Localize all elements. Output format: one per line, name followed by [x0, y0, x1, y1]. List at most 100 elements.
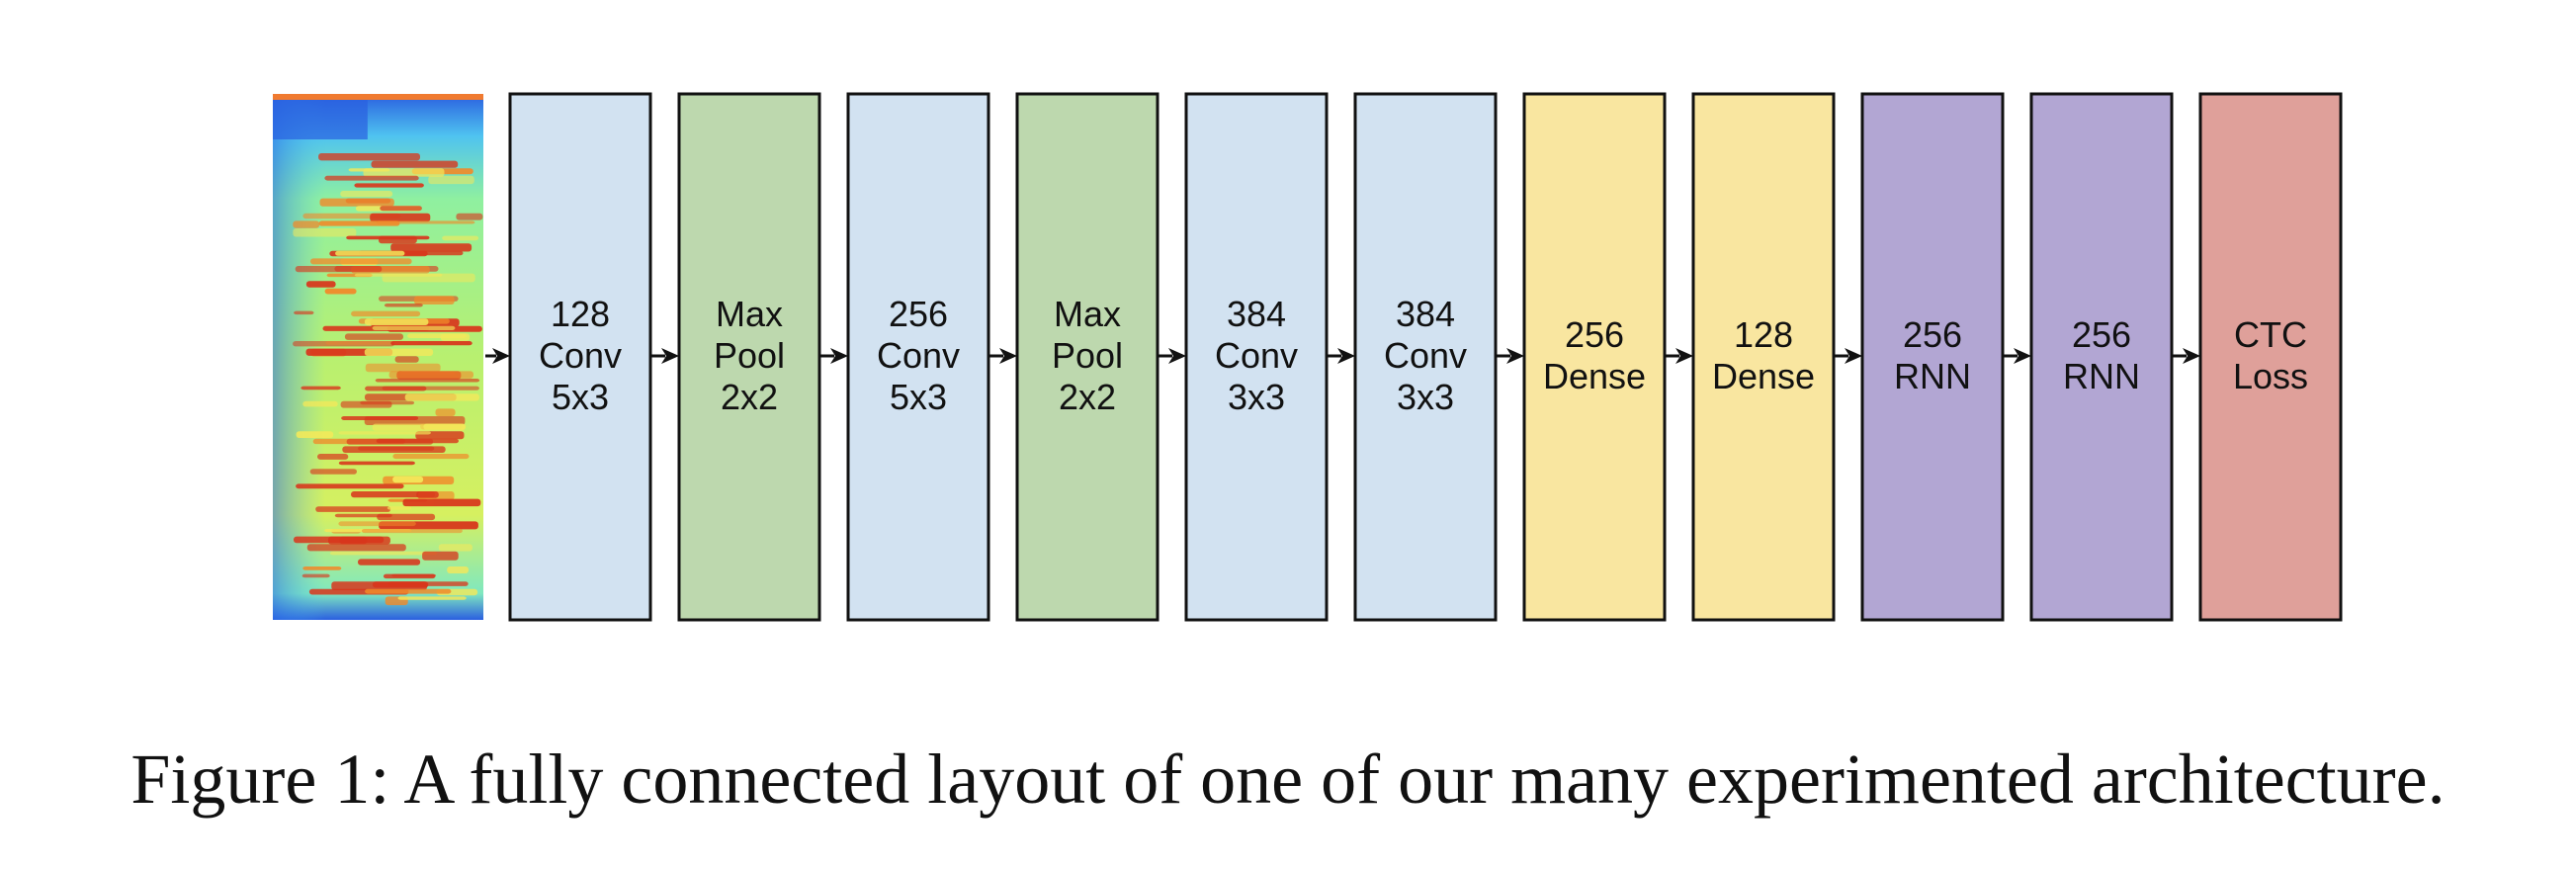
- arrows: [485, 348, 2200, 364]
- arrow: [650, 348, 679, 364]
- layer-block-label: Pool: [1052, 335, 1123, 376]
- spectrogram-streak: [310, 258, 412, 265]
- spectrogram-streak: [358, 446, 435, 451]
- spectrogram-streak: [364, 348, 434, 356]
- arrow: [485, 348, 510, 364]
- spectrogram-streak: [317, 454, 349, 460]
- spectrogram-streak: [372, 423, 466, 431]
- spectrogram-streak: [386, 506, 412, 510]
- layer-block-label: Max: [1054, 294, 1121, 334]
- spectrogram-streak: [338, 461, 415, 466]
- spectrogram-streak: [402, 498, 481, 507]
- spectrogram-streak: [364, 318, 429, 325]
- spectrogram-streak: [324, 175, 419, 181]
- layer-block-label: Conv: [877, 335, 960, 376]
- spectrogram-streak: [375, 379, 480, 383]
- layer-block-label: 5x3: [552, 377, 609, 417]
- layer-block-label: Conv: [539, 335, 622, 376]
- arrow: [988, 348, 1017, 364]
- spectrogram-streak: [390, 341, 472, 346]
- layer-block-label: 3x3: [1397, 377, 1454, 417]
- spectrogram-streak: [315, 506, 391, 512]
- layer-block-label: Conv: [1215, 335, 1298, 376]
- layer-block-label: 256: [889, 294, 948, 334]
- layer-block-label: RNN: [2063, 356, 2140, 396]
- spectrogram-streak: [351, 491, 436, 498]
- spectrogram-icon: [273, 94, 483, 620]
- spectrogram-streak: [392, 476, 424, 483]
- spectrogram-streak: [302, 400, 338, 407]
- spectrogram-streak: [407, 333, 467, 338]
- layer-block-label: Dense: [1712, 356, 1815, 396]
- spectrogram-streak: [354, 273, 443, 277]
- arrow: [2172, 348, 2200, 364]
- layer-block-label: 2x2: [721, 377, 778, 417]
- layer-block-box: [846, 92, 990, 622]
- spectrogram-streak: [371, 160, 459, 168]
- spectrogram-streak: [383, 573, 436, 579]
- layer-block-label: Conv: [1384, 335, 1467, 376]
- spectrogram-streak: [365, 386, 427, 392]
- spectrogram-streak: [306, 544, 406, 552]
- spectrogram-streak: [295, 266, 383, 273]
- spectrogram-streak: [388, 371, 473, 379]
- layer-block-label: CTC: [2234, 314, 2307, 355]
- layer-block-label: Max: [716, 294, 783, 334]
- spectrogram-streak: [435, 408, 456, 416]
- layer-blocks: 128Conv5x3MaxPool2x2256Conv5x3MaxPool2x2…: [508, 92, 2343, 622]
- spectrogram-streak: [394, 356, 419, 363]
- arrow: [1158, 348, 1186, 364]
- layer-block-box: [1691, 92, 1836, 622]
- arrow: [1665, 348, 1693, 364]
- spectrogram-streak: [361, 529, 463, 534]
- spectrogram-streak: [422, 551, 459, 561]
- spectrogram-streak: [329, 551, 438, 556]
- spectrogram-streak: [338, 521, 416, 527]
- layer-block-label: Pool: [714, 335, 785, 376]
- layer-block-box: [508, 92, 652, 622]
- arrow: [1496, 348, 1524, 364]
- layer-block-label: 128: [1734, 314, 1793, 355]
- layer-block-box: [1015, 92, 1159, 622]
- spectrogram-streak: [372, 325, 456, 330]
- spectrogram-streak: [363, 168, 445, 177]
- spectrogram-streak: [442, 235, 479, 241]
- spectrogram-band: [273, 100, 368, 139]
- arrow: [1834, 348, 1862, 364]
- spectrogram-streak: [294, 536, 385, 544]
- spectrogram-streak: [414, 296, 455, 304]
- spectrogram-streak: [344, 333, 403, 340]
- layer-block-label: 256: [1565, 314, 1624, 355]
- spectrogram-streak: [397, 596, 467, 600]
- spectrogram-streak: [339, 536, 368, 545]
- layer-block-box: [1522, 92, 1667, 622]
- spectrogram-top-edge: [273, 94, 483, 100]
- spectrogram-streak: [340, 191, 393, 198]
- spectrogram-streak: [293, 220, 320, 228]
- layer-block-label: Loss: [2233, 356, 2308, 396]
- spectrogram-streak: [346, 235, 430, 240]
- spectrogram-streak: [341, 416, 419, 420]
- spectrogram-streak: [340, 400, 392, 408]
- figure-caption: Figure 1: A fully connected layout of on…: [130, 740, 2446, 819]
- spectrogram-streak: [309, 469, 357, 475]
- spectrogram-streak: [365, 588, 452, 594]
- layer-block-label: RNN: [1894, 356, 1971, 396]
- spectrogram-streak: [301, 386, 341, 391]
- layer-block-box: [1860, 92, 2005, 622]
- spectrogram-streak: [456, 213, 483, 220]
- spectrogram-streak: [428, 175, 474, 185]
- spectrogram-streak: [305, 281, 336, 288]
- spectrogram-streak: [301, 573, 330, 578]
- layer-block-label: 384: [1396, 294, 1455, 334]
- spectrogram-streak: [354, 183, 424, 188]
- spectrogram-streak: [335, 250, 405, 256]
- layer-block-label: 2x2: [1059, 377, 1116, 417]
- layer-block-box: [1184, 92, 1329, 622]
- spectrogram-streak: [365, 363, 441, 373]
- spectrogram-streak: [296, 431, 334, 438]
